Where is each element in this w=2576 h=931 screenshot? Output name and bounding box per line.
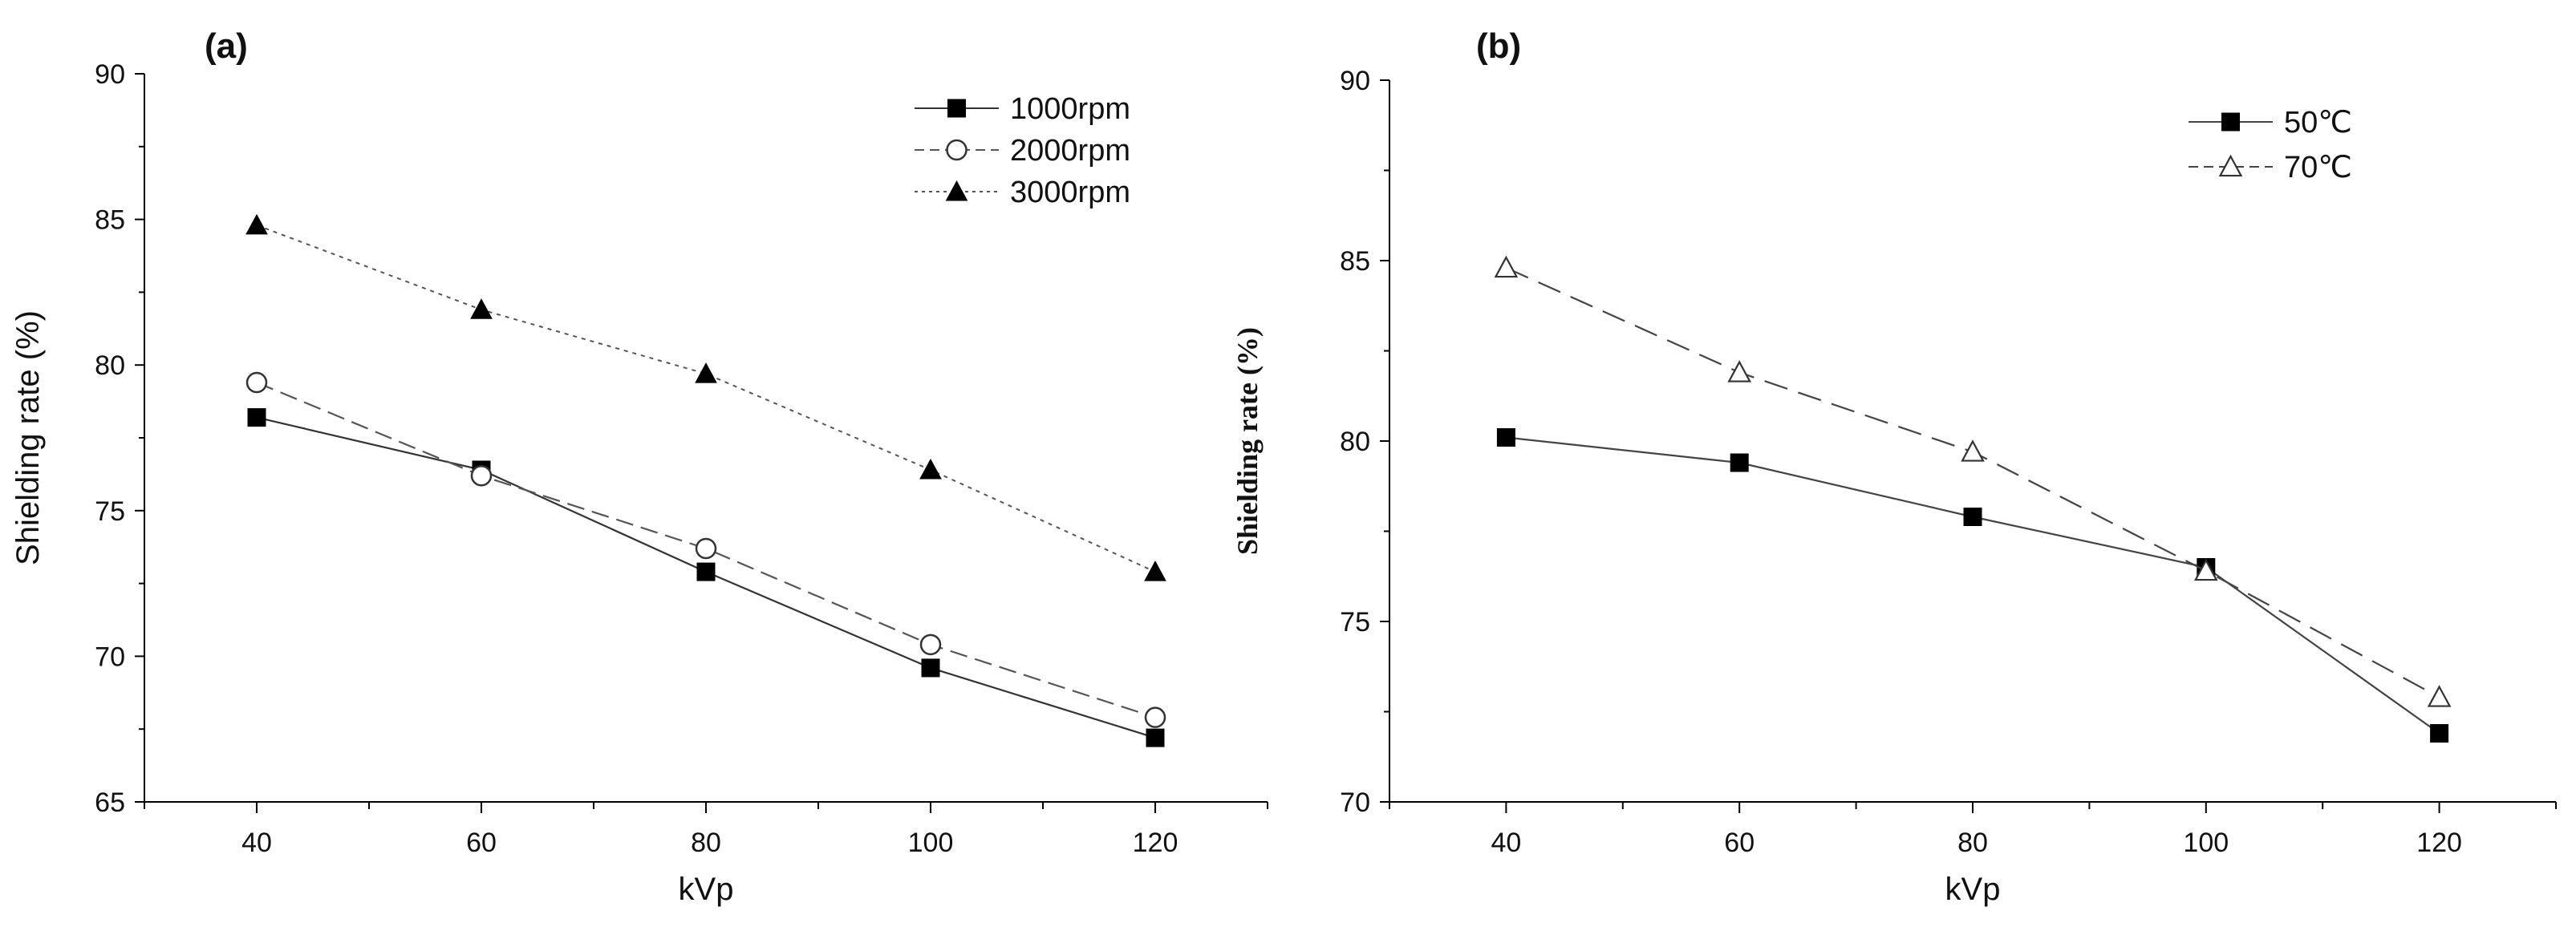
series-line bbox=[1506, 436, 2440, 735]
series-1 bbox=[1494, 255, 2452, 707]
data-point bbox=[919, 633, 942, 656]
series-line bbox=[256, 224, 1156, 573]
legend-marker bbox=[2218, 154, 2243, 177]
data-point bbox=[245, 213, 268, 235]
data-point bbox=[1146, 728, 1165, 747]
data-point bbox=[245, 371, 268, 394]
series-2 bbox=[245, 213, 1166, 581]
data-point bbox=[2430, 724, 2449, 743]
series-0 bbox=[247, 408, 1165, 747]
data-point bbox=[470, 464, 493, 487]
data-point bbox=[1144, 706, 1166, 728]
y-axis-label: Shielding rate (%) bbox=[1231, 327, 1264, 555]
x-tick-label: 60 bbox=[466, 828, 497, 858]
x-axis-label: kVp bbox=[1945, 872, 2001, 907]
data-point bbox=[247, 408, 266, 427]
data-point bbox=[695, 362, 717, 383]
legend-label: 2000rpm bbox=[1010, 134, 1130, 168]
legend-marker bbox=[2221, 112, 2240, 132]
legend-label: 70℃ bbox=[2284, 151, 2352, 184]
legend-label: 50℃ bbox=[2284, 106, 2352, 140]
x-tick-label: 80 bbox=[1957, 828, 1988, 858]
data-point bbox=[1494, 255, 1519, 278]
chart-panel-a: (a) 65 70 75 80 85 90 40 60 80 100 120 kVp Shielding … bbox=[10, 26, 1268, 907]
y-tick-label: 90 bbox=[95, 59, 125, 90]
data-point bbox=[470, 298, 493, 319]
data-point bbox=[919, 458, 942, 480]
data-point bbox=[696, 562, 716, 581]
data-point bbox=[1963, 508, 1982, 526]
series-0 bbox=[1496, 428, 2449, 743]
x-tick-label: 40 bbox=[241, 828, 272, 858]
legend-marker bbox=[947, 99, 966, 118]
x-tick-label: 80 bbox=[691, 828, 721, 858]
legend-label: 3000rpm bbox=[1010, 176, 1130, 209]
y-tick-label: 75 bbox=[1340, 607, 1370, 638]
data-point bbox=[1727, 360, 1752, 383]
y-tick-label: 80 bbox=[1340, 427, 1370, 457]
y-axis-label: Shielding rate (%) bbox=[10, 310, 46, 565]
y-tick-label: 80 bbox=[95, 350, 125, 381]
panel-label: (a) bbox=[205, 26, 248, 66]
legend-marker bbox=[946, 139, 968, 161]
data-point bbox=[921, 658, 940, 678]
x-axis-label: kVp bbox=[679, 872, 734, 907]
data-point bbox=[1961, 439, 1985, 462]
y-tick-label: 70 bbox=[95, 642, 125, 672]
x-tick-label: 40 bbox=[1491, 828, 1521, 858]
x-tick-label: 100 bbox=[2183, 828, 2229, 858]
series-1 bbox=[245, 371, 1166, 728]
y-tick-label: 75 bbox=[95, 496, 125, 527]
y-tick-label: 65 bbox=[95, 787, 125, 818]
legend-marker bbox=[945, 180, 968, 201]
y-tick-label: 90 bbox=[1340, 66, 1370, 96]
y-tick-label: 70 bbox=[1340, 787, 1370, 818]
legend-label: 1000rpm bbox=[1010, 92, 1130, 126]
x-tick-label: 60 bbox=[1724, 828, 1755, 858]
x-tick-label: 120 bbox=[2416, 828, 2462, 858]
data-point bbox=[1496, 428, 1515, 447]
panel-label: (b) bbox=[1476, 26, 1521, 66]
data-point bbox=[1730, 453, 1749, 472]
data-point bbox=[2427, 685, 2452, 707]
data-point bbox=[695, 537, 717, 560]
data-point bbox=[2193, 558, 2218, 581]
x-tick-label: 100 bbox=[908, 828, 954, 858]
y-tick-label: 85 bbox=[95, 205, 125, 236]
data-point bbox=[1144, 561, 1166, 581]
y-tick-label: 85 bbox=[1340, 246, 1370, 277]
chart-panel-b: (b) 70 75 80 85 90 40 60 80 100 120 kVp Shielding ra… bbox=[1231, 26, 2557, 907]
x-tick-label: 120 bbox=[1133, 828, 1178, 858]
